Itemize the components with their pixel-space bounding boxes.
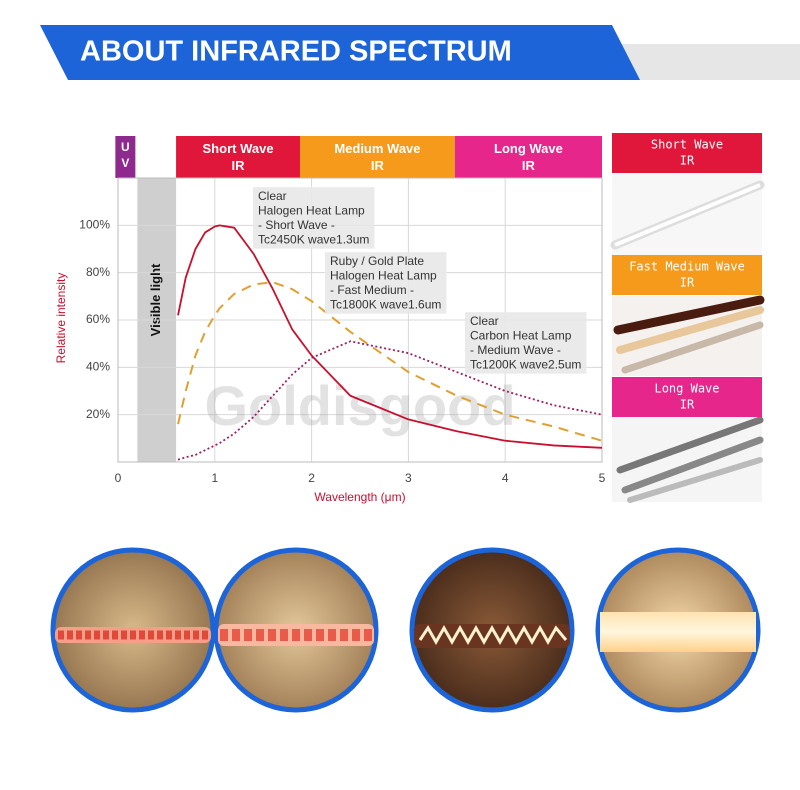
lamp-photo: [610, 172, 765, 503]
annotation-line: Tc1800K wave1.6um: [330, 298, 441, 312]
annotation-line: - Fast Medium -: [330, 283, 414, 297]
side-panel-label: IR: [680, 398, 695, 412]
y-tick-label: 20%: [86, 407, 110, 421]
side-panel-label: IR: [680, 276, 695, 290]
annotation-line: Halogen Heat Lamp: [258, 204, 365, 218]
side-panel-header: [612, 377, 762, 417]
band-label: Medium Wave: [334, 141, 420, 156]
x-tick-label: 1: [211, 471, 218, 485]
annotation-line: Clear: [258, 189, 287, 203]
annotation-box: [465, 312, 587, 374]
x-tick-label: 5: [599, 471, 606, 485]
series-line: [177, 281, 603, 442]
x-tick-label: 3: [405, 471, 412, 485]
page-title: ABOUT INFRARED SPECTRUM: [80, 36, 512, 68]
side-panel-label: Short Wave: [651, 138, 723, 152]
annotation-line: - Medium Wave -: [470, 343, 561, 357]
annotation-line: Tc1200K wave2.5um: [470, 358, 581, 372]
series-line: [177, 224, 603, 449]
band-label: Long Wave: [494, 141, 563, 156]
band-label: Visible light: [148, 263, 163, 336]
side-panel-label: Long Wave: [654, 382, 719, 396]
side-panel-header: [612, 255, 762, 295]
x-tick-label: 2: [308, 471, 315, 485]
x-tick-label: 0: [115, 471, 122, 485]
lamp-closeups: [50, 547, 761, 713]
band-label: IR: [232, 158, 246, 173]
annotation-box: [253, 187, 375, 249]
annotation-line: Tc2450K wave1.3um: [258, 233, 369, 247]
annotation-box: [325, 252, 447, 314]
plot-frame: [117, 177, 603, 463]
watermark: Goldisgood: [204, 374, 515, 437]
band-header: [299, 136, 455, 178]
side-panel-header: [612, 133, 762, 173]
y-tick-label: 100%: [79, 218, 110, 232]
x-axis-label: Wavelength (μm): [314, 490, 405, 504]
band-label: Short Wave: [203, 141, 274, 156]
uv-band: [115, 136, 136, 178]
band-header: [176, 136, 300, 178]
band-header: [454, 136, 602, 178]
y-tick-label: 80%: [86, 265, 110, 279]
annotation-line: Halogen Heat Lamp: [330, 269, 437, 283]
x-tick-label: 4: [502, 471, 509, 485]
banner: [40, 25, 640, 80]
annotation-line: Ruby / Gold Plate: [330, 254, 424, 268]
plot: UV Visible light Short Wave IR Medium Wave IR…: [54, 136, 606, 504]
annotation-line: Clear: [470, 314, 499, 328]
y-tick-label: 40%: [86, 360, 110, 374]
side-panel-label: Fast Medium Wave: [629, 260, 745, 274]
annotation-line: - Short Wave -: [258, 218, 335, 232]
band-label: IR: [371, 158, 385, 173]
annotation-line: Carbon Heat Lamp: [470, 329, 572, 343]
y-axis-label: Relative intensity: [54, 273, 68, 364]
side-panel-label: IR: [680, 154, 695, 168]
band-label: UV: [118, 140, 132, 172]
band-label: IR: [522, 158, 536, 173]
y-tick-label: 60%: [86, 312, 110, 326]
